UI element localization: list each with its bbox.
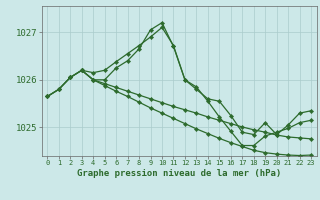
X-axis label: Graphe pression niveau de la mer (hPa): Graphe pression niveau de la mer (hPa) bbox=[77, 169, 281, 178]
